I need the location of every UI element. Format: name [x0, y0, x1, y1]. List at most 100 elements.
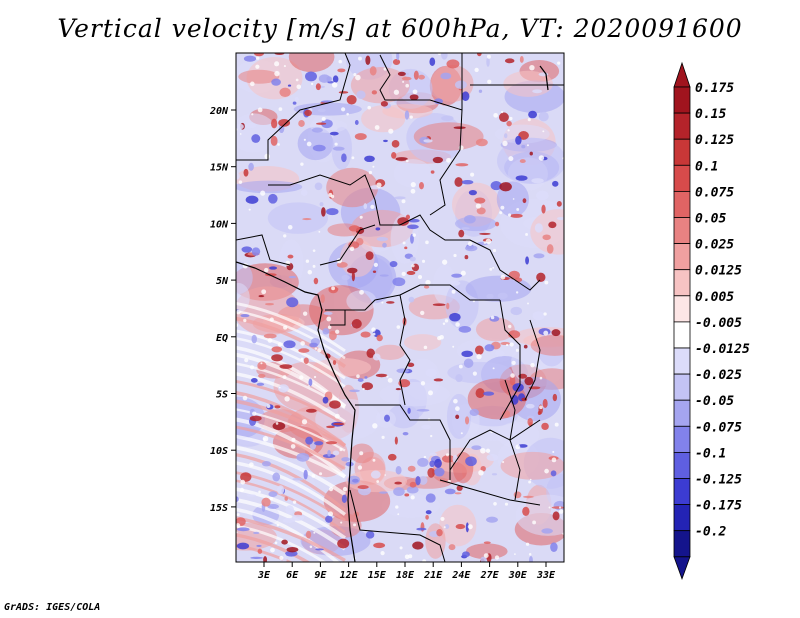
field-speckle	[264, 267, 269, 273]
field-speckle	[296, 84, 302, 90]
field-speckle	[279, 555, 284, 561]
field-cell	[495, 350, 505, 357]
field-speckle	[500, 110, 504, 114]
field-speckle	[256, 56, 260, 60]
field-cell	[341, 153, 347, 163]
field-speckle	[380, 551, 385, 556]
field-cell	[405, 214, 411, 220]
field-cell	[408, 296, 415, 303]
field-speckle	[290, 444, 296, 449]
border-east-africa	[499, 299, 521, 421]
field-speckle	[538, 155, 545, 161]
field-cell	[409, 481, 417, 488]
field-cell	[448, 280, 461, 286]
field-cell	[429, 452, 437, 457]
field-cell	[394, 436, 398, 445]
field-cell	[486, 56, 490, 67]
field-speckle	[516, 208, 520, 211]
field-speckle	[395, 505, 399, 509]
field-cell	[519, 56, 524, 63]
field-cell	[257, 361, 267, 370]
field-cell	[461, 350, 473, 358]
field-speckle	[405, 83, 410, 88]
field-cell	[541, 204, 546, 214]
field-cell	[351, 271, 355, 282]
field-cell	[471, 445, 482, 450]
field-cell	[265, 302, 274, 306]
field-cell	[542, 234, 551, 241]
field-patch	[465, 275, 532, 302]
field-cell	[465, 522, 469, 533]
map-plot-area	[235, 52, 565, 563]
field-speckle	[557, 61, 561, 65]
lat-label: EQ	[216, 333, 228, 344]
field-cell	[510, 306, 523, 316]
field-speckle	[261, 289, 267, 295]
field-speckle	[274, 70, 280, 77]
field-cell	[490, 181, 502, 191]
field-speckle	[327, 325, 332, 330]
field-patch	[381, 493, 441, 518]
field-speckle	[525, 233, 528, 236]
field-speckle	[376, 182, 382, 188]
field-cell	[271, 346, 283, 353]
field-patch	[454, 216, 497, 232]
field-cell	[269, 266, 278, 270]
field-cell	[434, 98, 443, 105]
field-cell	[258, 373, 266, 378]
field-cell	[287, 84, 292, 87]
colorbar-label: -0.05	[695, 394, 734, 409]
field-cell	[529, 555, 533, 562]
field-cell	[415, 475, 421, 486]
field-cell	[432, 303, 446, 307]
field-patch	[475, 317, 515, 342]
field-speckle	[552, 450, 555, 453]
field-cell	[271, 78, 281, 86]
field-speckle	[236, 523, 241, 528]
field-cell	[305, 71, 317, 82]
field-cell	[432, 156, 443, 164]
field-speckle	[277, 342, 283, 347]
field-cell	[282, 518, 296, 523]
field-speckle	[287, 224, 293, 230]
field-patch	[447, 361, 513, 384]
field-cell	[392, 277, 406, 287]
field-cell	[500, 341, 511, 346]
field-patch	[267, 202, 329, 234]
field-cell	[320, 294, 325, 304]
field-speckle	[372, 165, 375, 168]
field-speckle	[236, 323, 239, 328]
field-speckle	[474, 67, 479, 73]
field-speckle	[396, 325, 401, 329]
field-cell	[421, 424, 431, 430]
field-cell	[394, 481, 403, 485]
field-cell	[416, 527, 427, 531]
field-speckle	[303, 138, 306, 141]
field-cell	[345, 461, 354, 467]
colorbar-label: 0.175	[695, 81, 734, 96]
field-cell	[455, 374, 463, 383]
field-cell	[461, 179, 474, 185]
field-cell	[427, 467, 435, 478]
field-cell	[397, 71, 406, 76]
lon-label: 30E	[508, 570, 528, 581]
field-speckle	[492, 248, 497, 253]
field-cell	[323, 311, 333, 315]
field-speckle	[423, 345, 428, 350]
field-cell	[396, 368, 409, 374]
field-cell	[305, 436, 314, 445]
field-cell	[522, 198, 527, 204]
colorbar-swatch	[673, 217, 691, 245]
field-cell	[509, 376, 516, 386]
field-speckle	[250, 81, 255, 87]
field-speckle	[499, 211, 503, 215]
field-cell	[272, 472, 281, 482]
field-speckle	[310, 82, 314, 86]
field-patch	[379, 381, 450, 407]
field-speckle	[487, 79, 492, 84]
field-cell	[529, 151, 533, 156]
field-speckle	[368, 170, 373, 175]
field-cell	[375, 227, 381, 231]
field-speckle	[240, 479, 246, 485]
colorbar-top-arrow	[673, 61, 691, 88]
